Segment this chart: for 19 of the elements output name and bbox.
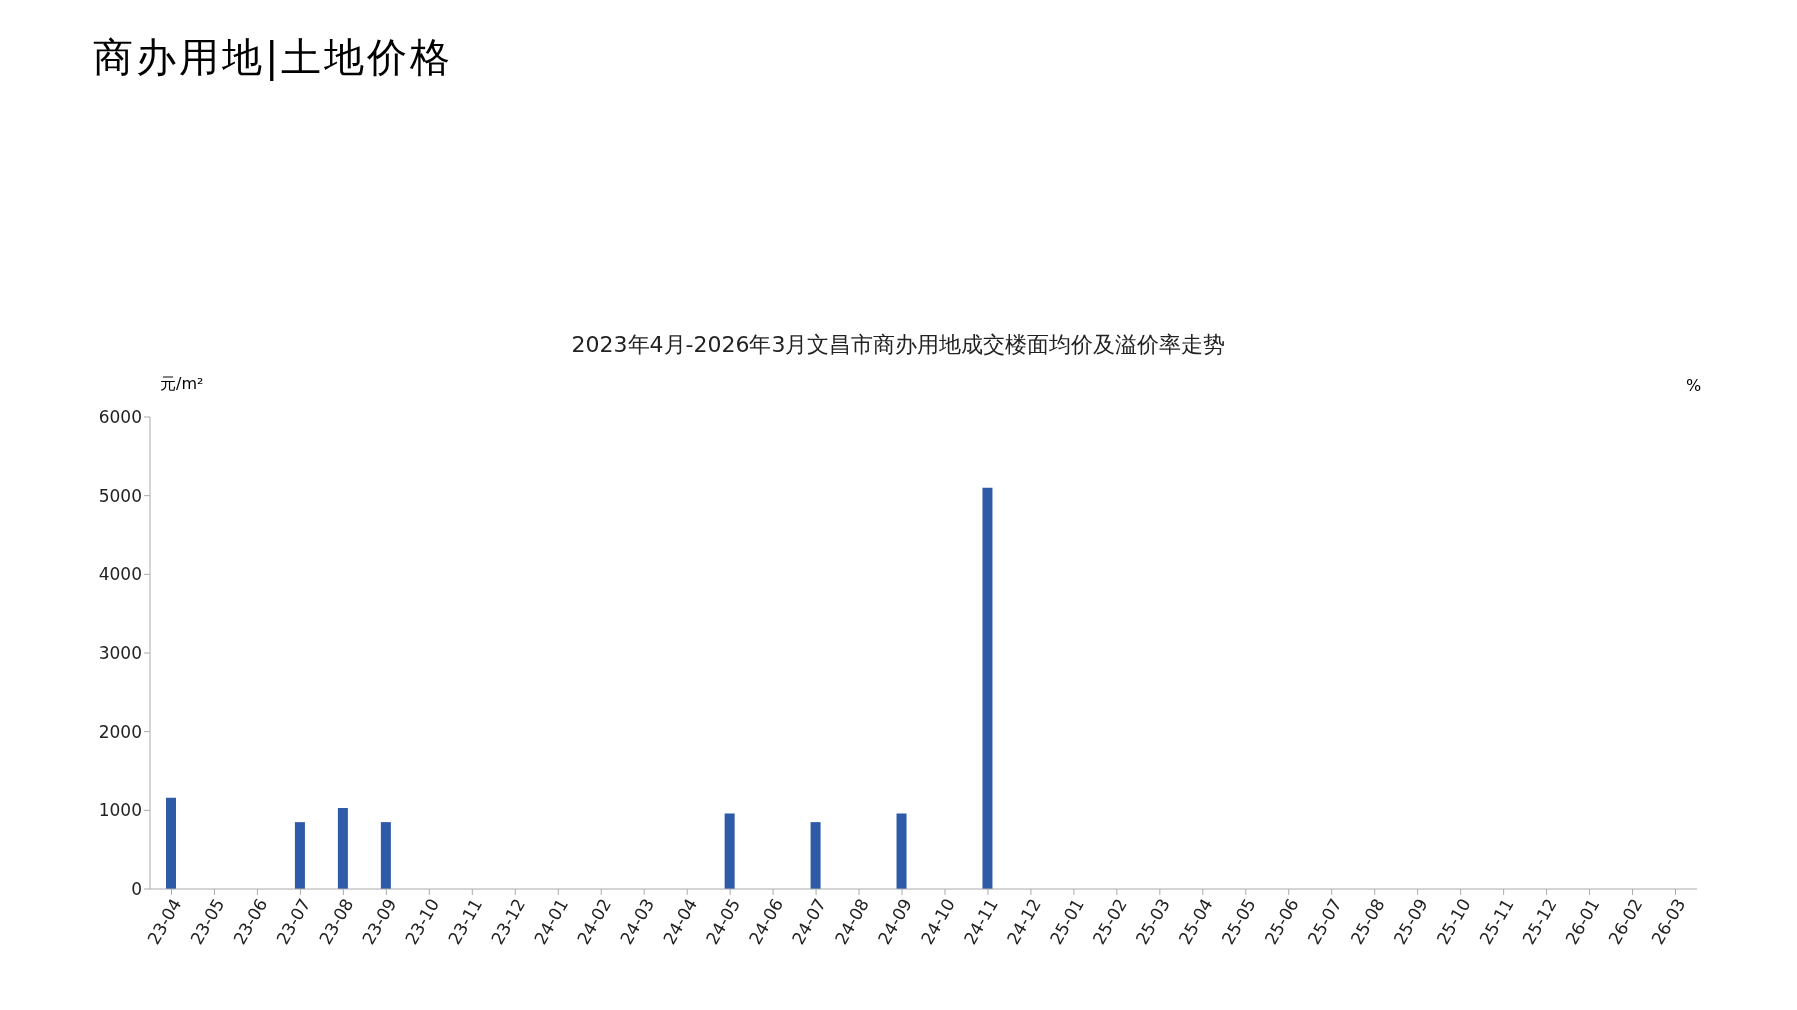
- chart-subtitle: 商办用地|土地价格: [93, 33, 454, 83]
- y-tick-label: 2000: [98, 721, 142, 742]
- chart-title: 2023年4月-2026年3月文昌市商办用地成交楼面均价及溢价率走势: [570, 331, 1227, 359]
- y-tick-label: 5000: [98, 485, 142, 506]
- y-tick-label: 3000: [98, 643, 142, 664]
- bar: [982, 487, 993, 889]
- bar: [724, 813, 735, 889]
- bar: [810, 822, 821, 889]
- y-tick-label: 6000: [98, 407, 142, 428]
- bar: [337, 807, 348, 889]
- y-axis-title: 元/m²: [160, 374, 204, 395]
- bar: [294, 822, 305, 889]
- y-tick-label: 1000: [98, 800, 142, 821]
- bar: [896, 813, 907, 889]
- y-tick-label: 0: [131, 879, 142, 900]
- bar: [166, 797, 176, 889]
- y-tick-label: 4000: [98, 564, 142, 585]
- y2-axis-title: %: [1686, 376, 1702, 395]
- bar: [380, 822, 391, 889]
